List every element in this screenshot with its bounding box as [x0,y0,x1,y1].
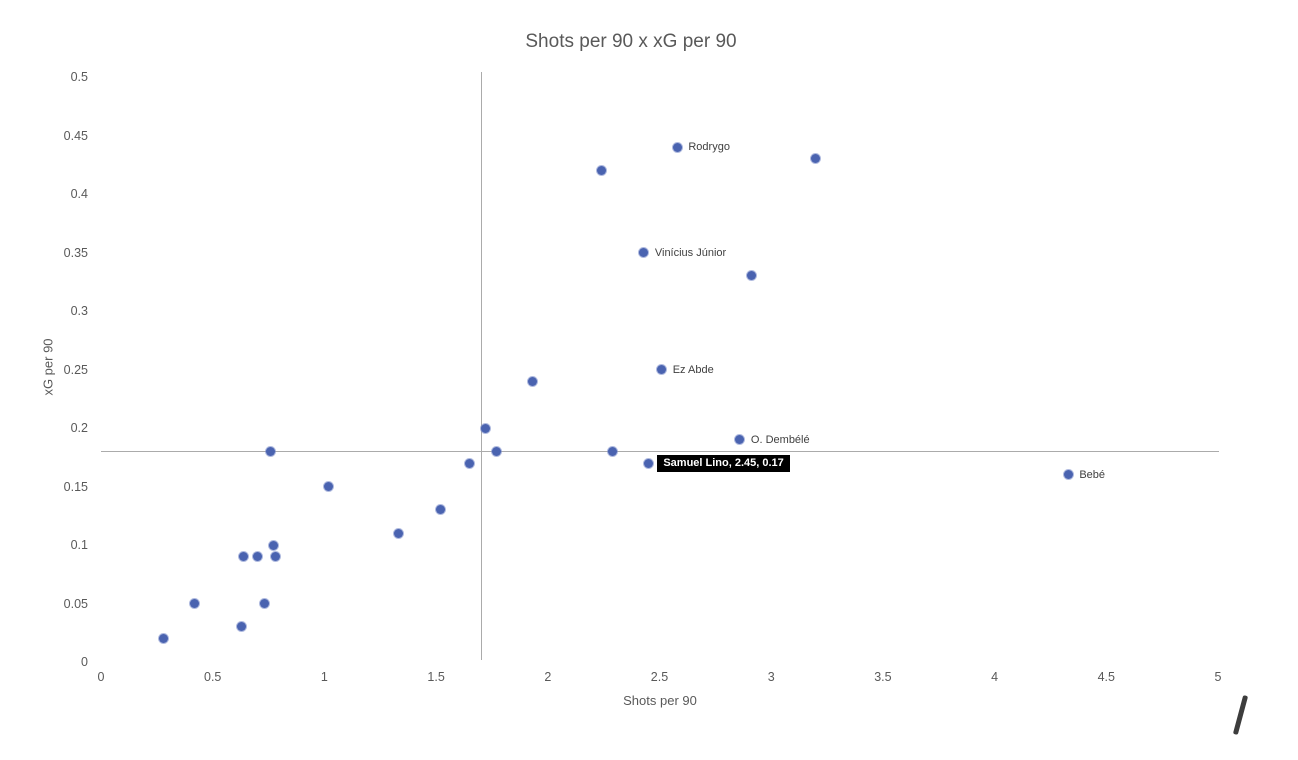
tooltip: Samuel Lino, 2.45, 0.17 [657,455,790,473]
y-tick-label: 0.2 [70,421,88,435]
data-point-label: Vinícius Júnior [654,246,727,259]
x-tick-label: 3 [767,670,775,684]
y-tick-label: 0.5 [70,70,88,84]
data-point[interactable] [268,540,278,550]
crosshair-vertical-line [481,72,482,660]
chart-title: Shots per 90 x xG per 90 [525,31,737,52]
data-point[interactable] [527,376,537,386]
data-point[interactable] [259,599,269,608]
x-axis-title: Shots per 90 [623,693,697,708]
y-tick-label: 0.15 [63,479,88,494]
data-point[interactable] [159,634,169,644]
x-tick-label: 1 [320,670,328,684]
y-tick-label: 0.3 [70,304,88,318]
data-point-label: O. Dembélé [750,433,810,446]
y-tick-label: 0.25 [63,362,88,377]
data-point[interactable] [643,458,653,468]
data-point[interactable] [746,271,756,281]
data-point[interactable] [1063,470,1073,480]
data-point[interactable] [639,248,649,257]
data-point[interactable] [657,365,667,374]
data-point[interactable] [266,446,276,456]
x-tick-label: 4.5 [1097,670,1115,684]
data-point[interactable] [324,482,334,491]
x-tick-label: 2 [544,670,552,684]
x-tick-label: 2.5 [650,670,669,684]
data-point[interactable] [393,528,403,538]
crosshair-horizontal-line [101,451,1219,452]
x-tick-label: 0.5 [203,670,222,684]
data-point[interactable] [735,435,745,445]
y-tick-label: 0 [81,655,88,669]
y-tick-label: 0.35 [63,245,88,260]
x-tick-label: 5 [1214,670,1222,684]
data-point[interactable] [465,458,475,468]
y-tick-label: 0.4 [70,187,88,201]
data-point[interactable] [270,552,280,562]
data-point[interactable] [811,154,821,164]
y-tick-label: 0.1 [70,538,88,552]
data-point[interactable] [239,552,249,562]
data-point-label: Bebé [1079,468,1106,481]
data-point[interactable] [480,423,490,433]
data-point[interactable] [190,599,200,608]
y-tick-label: 0.05 [63,596,88,611]
data-point[interactable] [672,142,682,152]
data-point[interactable] [608,446,618,456]
y-tick-label: 0.45 [63,128,88,143]
data-point[interactable] [596,166,606,176]
data-point-label: Ez Abde [672,363,714,376]
data-point[interactable] [237,622,247,632]
x-tick-label: 3.5 [874,670,892,684]
data-point-label: Rodrygo [688,141,730,154]
data-point[interactable] [252,552,262,562]
data-point[interactable] [491,446,501,456]
x-tick-label: 1.5 [427,670,445,684]
data-point[interactable] [436,505,446,515]
x-tick-label: 0 [97,670,105,684]
x-tick-label: 4 [991,670,999,684]
